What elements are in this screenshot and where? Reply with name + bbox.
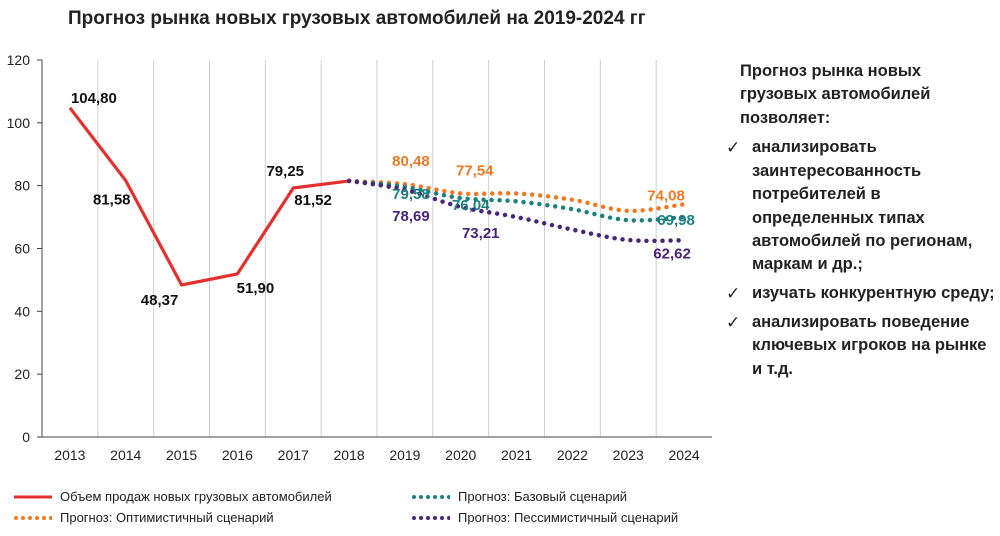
check-icon: ✓ <box>726 283 741 303</box>
legend-label: Прогноз: Пессимистичный сценарий <box>458 510 679 525</box>
x-tick-label: 2015 <box>166 447 197 463</box>
bullet-text: изучать конкурентную среду; <box>752 283 995 302</box>
x-tick-label: 2023 <box>613 447 644 463</box>
legend-label: Прогноз: Оптимистичный сценарий <box>60 510 274 525</box>
data-label: 69,98 <box>657 212 695 229</box>
bullet-item: ✓ изучать конкурентную среду; <box>726 282 998 306</box>
series-line-3 <box>346 178 687 223</box>
data-label: 80,48 <box>392 153 430 170</box>
side-panel: Прогноз рынка новых грузовых автомобилей… <box>726 60 998 386</box>
y-tick-label: 80 <box>14 178 30 194</box>
bullet-text: анализировать поведение ключевых игроков… <box>752 312 987 378</box>
side-panel-heading: Прогноз рынка новых грузовых автомобилей… <box>740 62 931 127</box>
y-tick-label: 0 <box>22 429 30 445</box>
chart-title: Прогноз рынка новых грузовых автомобилей… <box>68 8 646 29</box>
x-tick-label: 2013 <box>54 447 85 463</box>
x-tick-label: 2022 <box>557 447 588 463</box>
data-label: 104,80 <box>71 90 117 107</box>
data-label: 73,21 <box>462 225 500 242</box>
x-tick-label: 2020 <box>445 447 476 463</box>
data-label: 76,04 <box>452 197 490 214</box>
check-icon: ✓ <box>726 312 741 332</box>
x-tick-label: 2019 <box>389 447 420 463</box>
data-label: 78,69 <box>392 208 430 225</box>
legend-label: Прогноз: Базовый сценарий <box>458 489 627 504</box>
legend-swatch-dotted-icon <box>412 494 450 499</box>
legend-item-sales: Объем продаж новых грузовых автомобилей <box>14 489 332 504</box>
x-tick-label: 2018 <box>334 447 365 463</box>
y-axis-ticks: 0 20 40 60 80 100 120 <box>7 52 42 445</box>
grid-lines <box>97 60 657 437</box>
data-label: 79,25 <box>266 163 304 180</box>
legend-swatch-solid-icon <box>14 495 52 498</box>
data-label: 62,62 <box>653 245 691 262</box>
y-tick-label: 100 <box>7 115 31 131</box>
series-lines <box>68 106 687 287</box>
bullet-item: ✓ анализировать заинтересованность потре… <box>726 136 998 277</box>
data-labels: 104,80 81,58 48,37 51,90 79,25 81,52 80,48 79,5… <box>71 90 695 309</box>
legend-item-base: Прогноз: Базовый сценарий <box>412 489 627 504</box>
data-label: 79,58 <box>392 186 430 203</box>
data-label: 81,52 <box>294 192 332 209</box>
y-tick-label: 20 <box>14 366 30 382</box>
x-tick-label: 2021 <box>501 447 532 463</box>
data-label: 77,54 <box>456 162 494 179</box>
x-tick-label: 2016 <box>222 447 253 463</box>
x-tick-label: 2017 <box>278 447 309 463</box>
series-line-2 <box>346 178 687 214</box>
data-label: 51,90 <box>237 280 275 297</box>
bullet-item: ✓ анализировать поведение ключевых игрок… <box>726 311 998 381</box>
y-tick-label: 40 <box>14 303 30 319</box>
bullet-text: анализировать заинтересованность потреби… <box>752 138 973 274</box>
series-line-4 <box>346 178 687 244</box>
x-tick-label: 2024 <box>669 447 700 463</box>
data-label: 48,37 <box>141 292 179 309</box>
y-tick-label: 60 <box>14 241 30 257</box>
series-line-1 <box>68 106 350 287</box>
y-tick-label: 120 <box>7 52 31 68</box>
legend-swatch-dotted-icon <box>412 515 450 520</box>
data-label: 81,58 <box>93 192 131 209</box>
legend-swatch-dotted-icon <box>14 515 52 520</box>
line-chart: 0 20 40 60 80 100 120 2013 2014 2015 2016 2017 2018… <box>7 52 712 463</box>
check-icon: ✓ <box>726 138 741 158</box>
x-axis-ticks: 2013 2014 2015 2016 2017 2018 2019 2020 2021 2022… <box>54 447 700 463</box>
x-tick-label: 2014 <box>110 447 141 463</box>
legend-item-pessimistic: Прогноз: Пессимистичный сценарий <box>412 510 678 525</box>
data-label: 74,08 <box>647 187 685 204</box>
legend-label: Объем продаж новых грузовых автомобилей <box>60 489 332 504</box>
legend-item-optimistic: Прогноз: Оптимистичный сценарий <box>14 510 274 525</box>
